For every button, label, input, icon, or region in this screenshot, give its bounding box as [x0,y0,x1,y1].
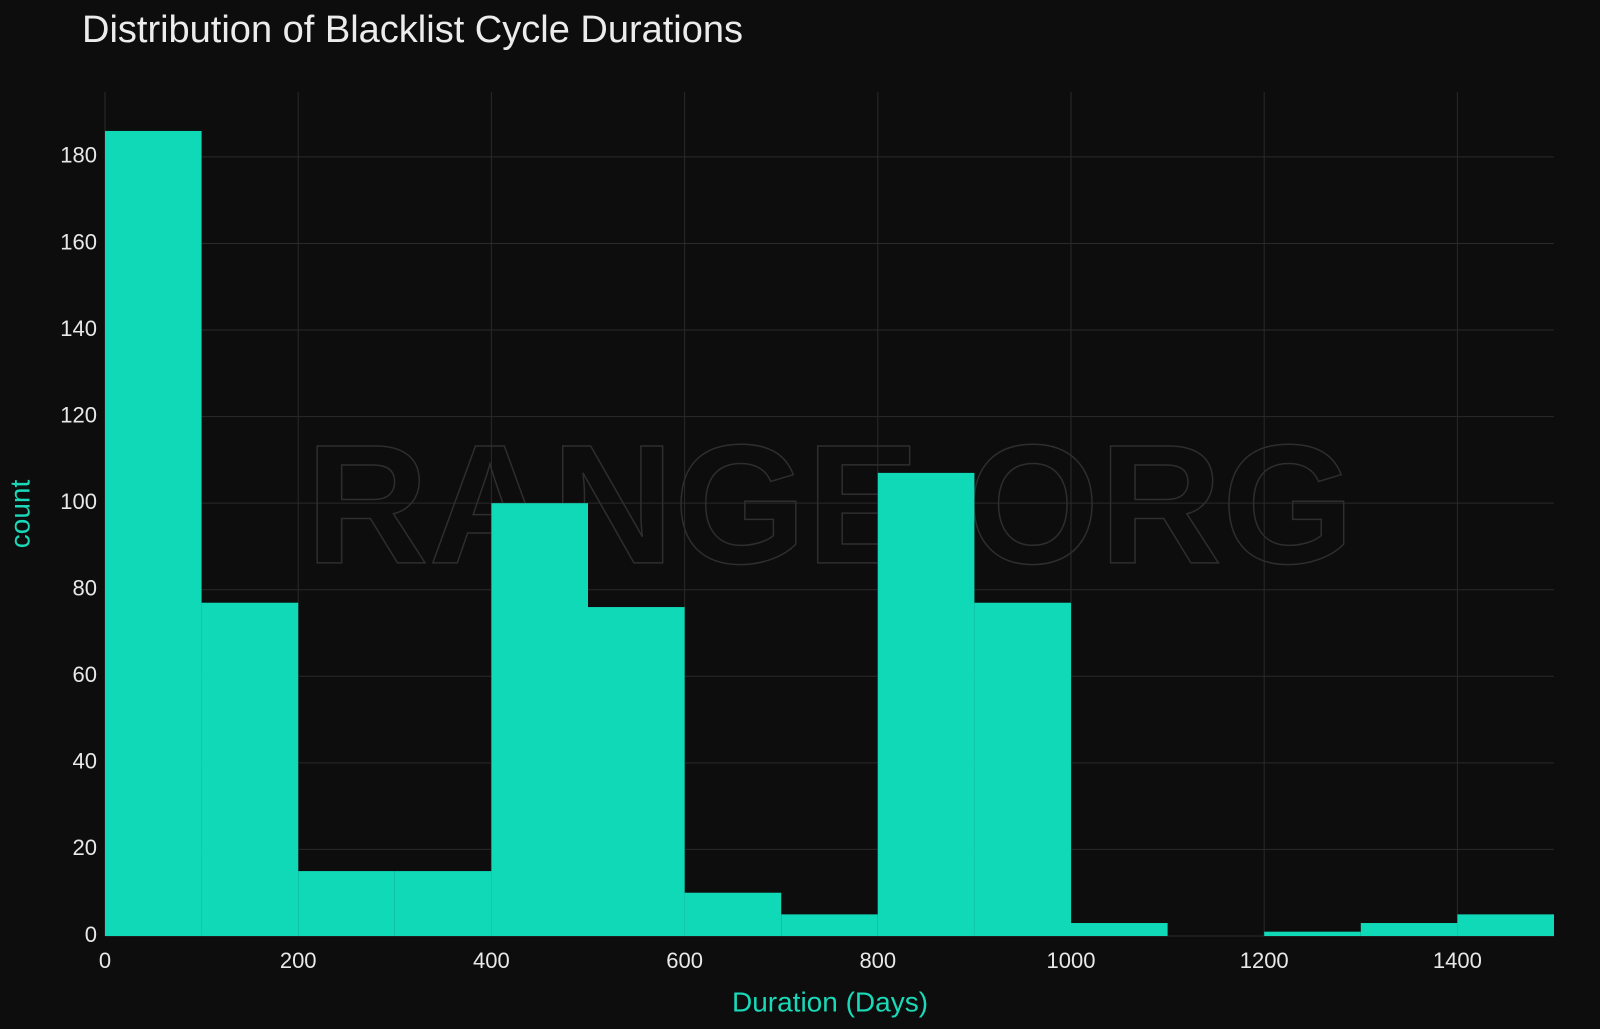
watermark: RANGE.ORG [306,410,1354,600]
x-axis-label: Duration (Days) [732,986,928,1017]
bar [588,607,685,936]
bar [1071,923,1168,936]
bar [684,892,782,936]
x-tick-label: 600 [666,948,703,973]
bar [974,602,1071,936]
bars [105,130,1554,936]
x-tick-label: 800 [859,948,896,973]
bar [491,503,588,936]
x-tick-label: 400 [473,948,510,973]
x-tick-label: 0 [99,948,111,973]
bar [1360,923,1458,936]
x-tick-label: 1000 [1047,948,1096,973]
bar [1457,914,1554,936]
x-tick-label: 1200 [1240,948,1289,973]
y-tick-label: 180 [60,143,97,168]
y-tick-label: 80 [73,576,97,601]
y-tick-label: 60 [73,662,97,687]
y-tick-label: 100 [60,489,97,514]
y-tick-label: 120 [60,402,97,427]
y-tick-label: 40 [73,749,97,774]
bar [1264,931,1361,936]
bar [201,602,299,936]
bar [298,871,395,936]
y-tick-label: 160 [60,229,97,254]
y-tick-label: 20 [73,835,97,860]
bar [105,130,202,936]
chart-title: Distribution of Blacklist Cycle Duration… [82,9,743,51]
bar [394,871,492,936]
bar [877,472,975,936]
x-tick-label: 200 [280,948,317,973]
y-tick-label: 140 [60,316,97,341]
bar [781,914,878,936]
x-tick-label: 1400 [1433,948,1482,973]
y-axis-label: count [4,480,35,549]
y-tick-label: 0 [85,922,97,947]
